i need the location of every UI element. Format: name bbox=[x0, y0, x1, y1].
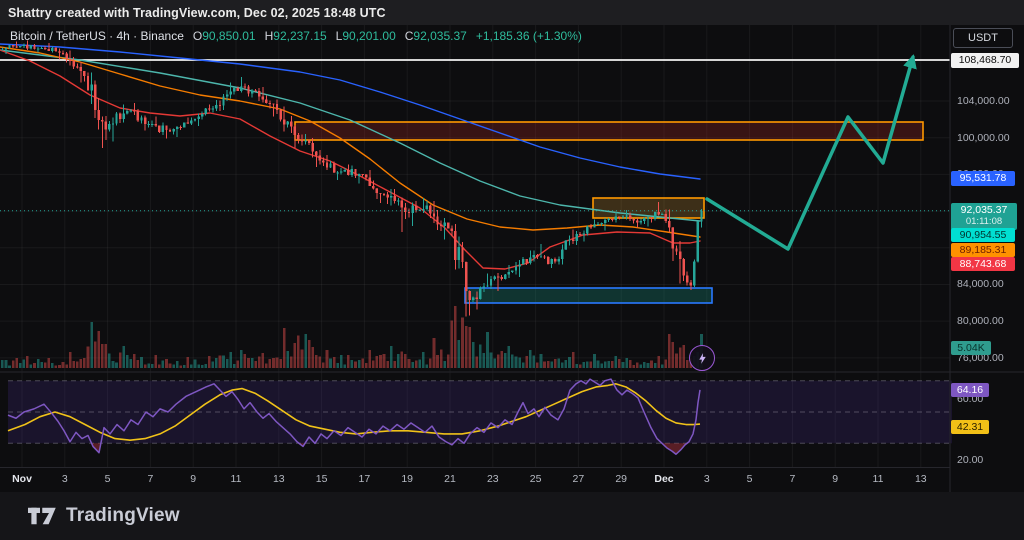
time-tick: 21 bbox=[444, 473, 456, 485]
price-axis[interactable]: 104,000.00100,000.0096,000.0092,000.0088… bbox=[950, 0, 1024, 492]
time-tick: 5 bbox=[746, 473, 753, 485]
time-tick: 5 bbox=[104, 473, 111, 485]
symbol-legend[interactable]: Bitcoin / TetherUS · 4h · Binance O90,85… bbox=[10, 29, 582, 43]
time-tick: 9 bbox=[832, 473, 839, 485]
ohlc-low: L90,201.00 bbox=[335, 29, 396, 43]
ohlc-high: H92,237.15 bbox=[264, 29, 327, 43]
price-change: +1,185.36 (+1.30%) bbox=[475, 29, 582, 43]
hline-price-label: 108,468.70 bbox=[951, 52, 1019, 68]
rsi-ma-value-label: 42.31 bbox=[951, 420, 989, 434]
time-tick: 27 bbox=[572, 473, 585, 485]
price-tick: 104,000.00 bbox=[957, 94, 1010, 107]
time-tick: 15 bbox=[315, 473, 328, 485]
time-tick: 29 bbox=[615, 473, 628, 485]
time-axis[interactable]: Nov 3 5 7 9 11 13 15 17 19 21 23 25 27 29 Dec 3 5 7 9 11 13 bbox=[0, 467, 950, 493]
ma-orange-price-label: 89,185.31 bbox=[951, 243, 1015, 257]
watermark-bar: Shattry created with TradingView.com, De… bbox=[0, 0, 1024, 25]
currency-toggle-button[interactable]: USDT bbox=[953, 28, 1013, 48]
price-tick: 84,000.00 bbox=[957, 278, 1004, 291]
lightning-icon bbox=[698, 352, 706, 364]
tradingview-logo[interactable]: TradingView bbox=[28, 504, 180, 528]
watermark-text: Shattry created with TradingView.com, De… bbox=[8, 5, 386, 20]
ohlc-close: C92,035.37 bbox=[404, 29, 467, 43]
symbol-title[interactable]: Bitcoin / TetherUS · 4h · Binance bbox=[10, 29, 184, 43]
time-tick: 7 bbox=[147, 473, 154, 485]
time-tick: 13 bbox=[914, 473, 927, 485]
ma-blue-price-label: 95,531.78 bbox=[951, 170, 1015, 186]
time-tick: 17 bbox=[358, 473, 371, 485]
time-tick: 11 bbox=[872, 473, 884, 485]
price-tick: 100,000.00 bbox=[957, 131, 1010, 144]
rsi-tick: 20.00 bbox=[957, 454, 984, 466]
time-tick: Dec bbox=[654, 473, 674, 485]
ma-red-price-label: 88,743.68 bbox=[951, 257, 1015, 271]
tradingview-wordmark: TradingView bbox=[66, 505, 180, 526]
time-tick: 3 bbox=[703, 473, 710, 485]
time-tick: 9 bbox=[190, 473, 197, 485]
price-tick: 80,000.00 bbox=[957, 315, 1004, 328]
last-price-label: 92,035.37 01:11:08 bbox=[951, 202, 1017, 230]
time-tick: 25 bbox=[529, 473, 542, 485]
quick-trade-button[interactable] bbox=[689, 345, 715, 371]
time-tick: 19 bbox=[401, 473, 414, 485]
ma-teal-price-label: 90,954.55 bbox=[951, 228, 1015, 242]
ohlc-open: O90,850.01 bbox=[192, 29, 256, 43]
time-tick: 7 bbox=[789, 473, 796, 485]
time-tick: 23 bbox=[486, 473, 499, 485]
time-tick: 13 bbox=[272, 473, 285, 485]
time-tick: 11 bbox=[230, 473, 242, 485]
time-tick: 3 bbox=[61, 473, 68, 485]
footer-bar: TradingView bbox=[0, 492, 1024, 540]
time-tick: Nov bbox=[12, 473, 32, 485]
volume-value-label: 5.04K bbox=[951, 341, 991, 355]
tradingview-logo-icon bbox=[28, 507, 56, 525]
rsi-value-label: 64.16 bbox=[951, 383, 989, 397]
